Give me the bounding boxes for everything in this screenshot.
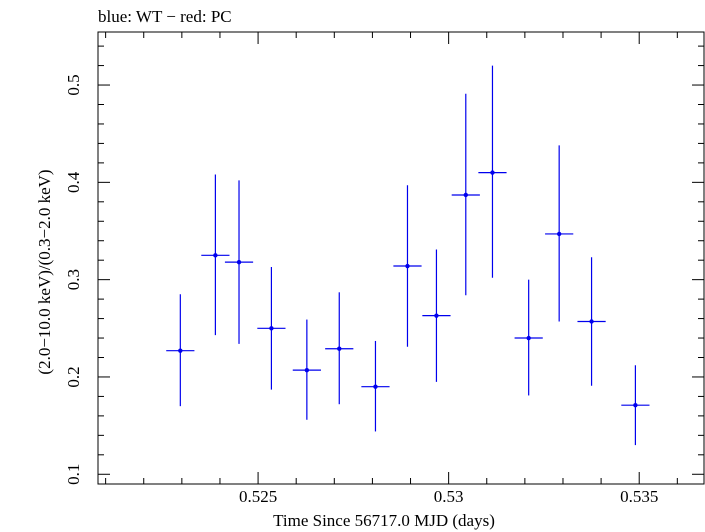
data-point (422, 249, 451, 382)
data-series (166, 65, 650, 446)
data-point (621, 365, 650, 446)
data-point (514, 279, 543, 396)
point-marker (526, 335, 531, 341)
data-point (451, 93, 480, 296)
point-marker (213, 253, 218, 258)
data-point (478, 65, 507, 278)
point-marker (490, 170, 495, 175)
data-point (201, 174, 230, 336)
point-marker (405, 263, 410, 269)
point-marker (434, 313, 439, 318)
point-marker (337, 346, 342, 351)
point-marker (304, 367, 310, 373)
point-marker (178, 348, 183, 353)
y-tick-label: 0.1 (64, 464, 83, 485)
data-point (361, 340, 390, 432)
y-axis-ticks: 0.1 0.2 0.3 0.4 0.5 (64, 45, 704, 485)
data-point (224, 180, 254, 344)
data-point (577, 257, 606, 386)
x-axis-label: Time Since 56717.0 MJD (days) (273, 511, 495, 530)
data-point (166, 294, 195, 407)
data-point (545, 145, 574, 322)
x-tick-label: 0.535 (620, 487, 658, 506)
data-point (292, 319, 321, 420)
y-tick-label: 0.2 (64, 366, 83, 387)
y-tick-label: 0.4 (64, 171, 83, 193)
x-axis-ticks: 0.525 0.53 0.535 (105, 32, 678, 506)
y-tick-label: 0.3 (64, 269, 83, 290)
point-marker (589, 319, 594, 324)
x-tick-label: 0.525 (239, 487, 277, 506)
point-marker (556, 231, 562, 237)
point-marker (373, 384, 378, 389)
point-marker (463, 192, 468, 198)
point-marker (236, 259, 242, 265)
point-marker (269, 326, 274, 331)
chart-title: blue: WT − red: PC (98, 7, 232, 26)
point-marker (633, 402, 638, 408)
data-point (393, 185, 422, 347)
x-tick-label: 0.53 (434, 487, 464, 506)
y-axis-label: (2.0−10.0 keV)/(0.3−2.0 keV) (35, 169, 54, 374)
y-tick-label: 0.5 (64, 74, 83, 95)
data-point (257, 267, 286, 390)
plot-frame (97, 31, 705, 485)
data-point (325, 292, 354, 405)
